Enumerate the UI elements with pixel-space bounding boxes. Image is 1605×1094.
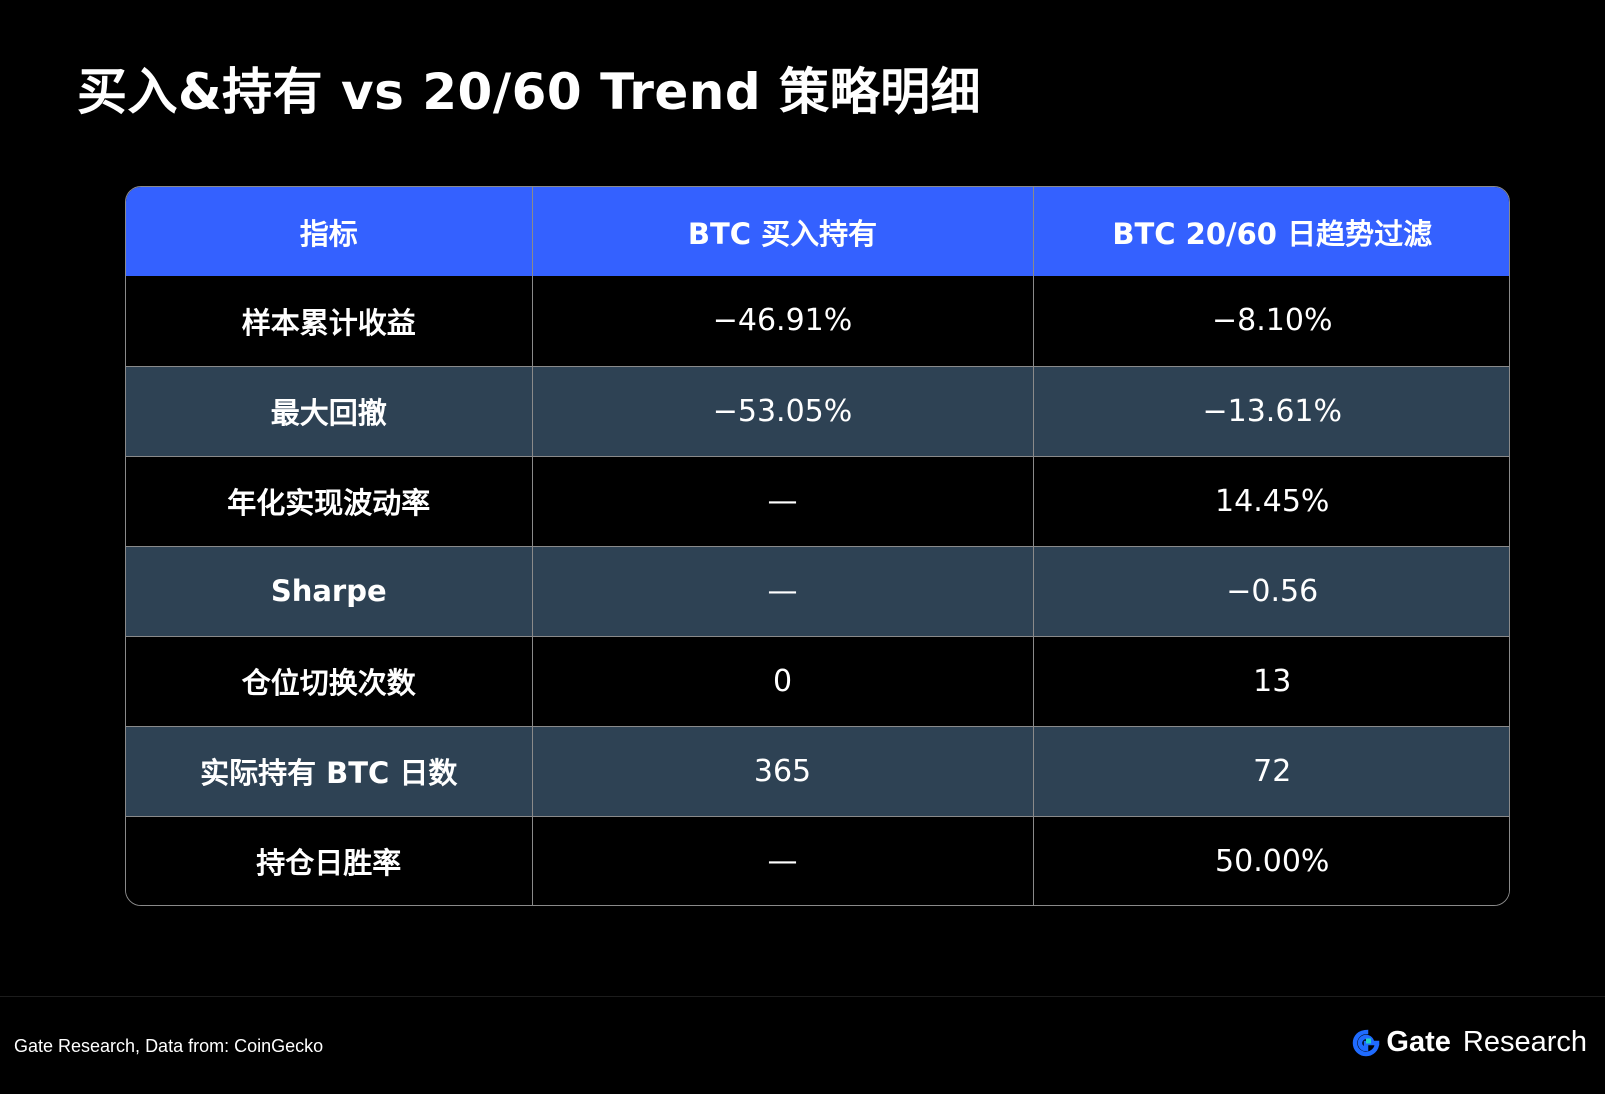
buy-hold-value: −46.91% — [532, 276, 1034, 366]
buy-hold-value: — — [532, 456, 1034, 546]
table-header-row: 指标 BTC 买入持有 BTC 20/60 日趋势过滤 — [126, 187, 1509, 276]
row-metric-label: 持仓日胜率 — [126, 816, 533, 905]
column-header-metric: 指标 — [126, 187, 533, 276]
trend-filter-value: 14.45% — [1215, 483, 1330, 519]
buy-hold-value: 365 — [532, 726, 1034, 816]
row-metric-label: Sharpe — [126, 546, 533, 636]
row-metric-label: 实际持有 BTC 日数 — [126, 726, 533, 816]
comparison-table-container: 指标 BTC 买入持有 BTC 20/60 日趋势过滤 样本累计收益 −46.9… — [125, 186, 1510, 906]
trend-filter-value: −8.10% — [1212, 303, 1333, 339]
trend-filter-value: 72 — [1253, 753, 1292, 789]
table-row: 最大回撤 −53.05% −13.61% — [126, 366, 1509, 456]
comparison-table: 指标 BTC 买入持有 BTC 20/60 日趋势过滤 样本累计收益 −46.9… — [126, 187, 1509, 905]
gate-logo-icon — [1353, 1029, 1380, 1056]
trend-filter-value: 50.00% — [1215, 843, 1330, 879]
brand-subtitle: Research — [1462, 1026, 1587, 1058]
trend-filter-value: 13 — [1253, 663, 1292, 699]
page-title: 买入&持有 vs 20/60 Trend 策略明细 — [77, 63, 982, 121]
table-row: 仓位切换次数 0 13 — [126, 636, 1509, 726]
buy-hold-value: — — [532, 816, 1034, 905]
row-metric-label: 年化实现波动率 — [126, 456, 533, 546]
buy-hold-value: −53.05% — [532, 366, 1034, 456]
brand-mark: Gate Research — [1352, 1026, 1587, 1059]
row-metric-label: 样本累计收益 — [126, 276, 533, 366]
row-metric-label: 仓位切换次数 — [126, 636, 533, 726]
source-note: Gate Research, Data from: CoinGecko — [14, 1036, 324, 1056]
buy-hold-value: 0 — [532, 636, 1034, 726]
column-header-buy-hold: BTC 买入持有 — [532, 187, 1034, 276]
table-row: 持仓日胜率 — 50.00% — [126, 816, 1509, 905]
table-row: 实际持有 BTC 日数 365 72 — [126, 726, 1509, 816]
trend-filter-value: −0.56 — [1226, 573, 1319, 609]
brand-name: Gate — [1386, 1026, 1451, 1058]
trend-filter-value: −13.61% — [1202, 393, 1343, 429]
row-metric-label: 最大回撤 — [126, 366, 533, 456]
footer-divider — [0, 996, 1605, 997]
table-row: 年化实现波动率 — 14.45% — [126, 456, 1509, 546]
buy-hold-value: — — [532, 546, 1034, 636]
table-row: 样本累计收益 −46.91% −8.10% — [126, 276, 1509, 366]
column-header-trend-filter: BTC 20/60 日趋势过滤 — [1112, 216, 1433, 251]
table-row: Sharpe — −0.56 — [126, 546, 1509, 636]
